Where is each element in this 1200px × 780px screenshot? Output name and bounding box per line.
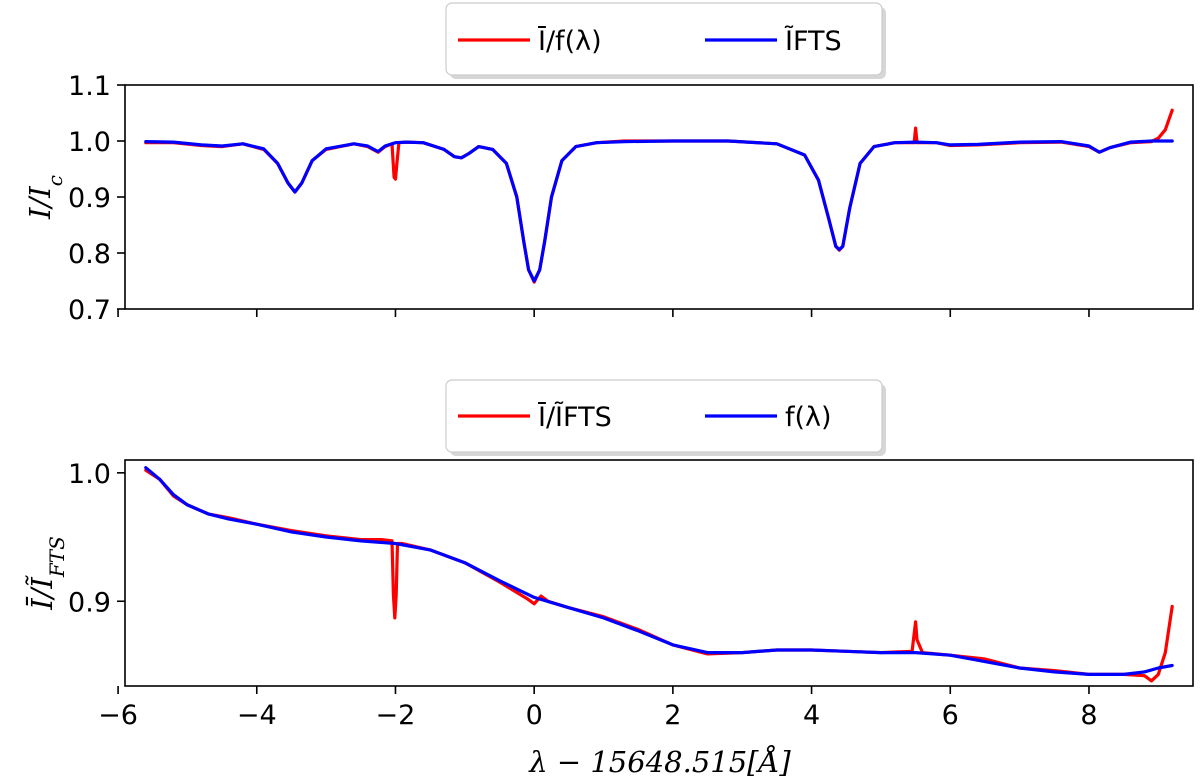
top-legend: Ī/f(λ) ĨFTS	[445, 2, 886, 79]
top-ytick-label: 0.9	[68, 183, 111, 214]
bottom-legend-box	[445, 379, 883, 453]
bottom-axis-ticks: −6 −4 −2 0 2 4 6 8 0.9 1.0	[68, 459, 1098, 731]
top-legend-label-red: Ī/f(λ)	[538, 26, 602, 57]
bottom-xtick-label: 0	[526, 700, 543, 731]
bottom-xtick-label: 6	[942, 700, 959, 731]
bottom-xtick-label: −2	[376, 700, 416, 731]
top-panel: 0.70.80.91.01.1 I/Ic	[23, 71, 1194, 326]
top-plot-area	[144, 108, 1174, 284]
bottom-plot-area	[144, 466, 1174, 683]
bottom-axes-frame	[124, 459, 1194, 687]
bottom-xtick-label: 4	[803, 700, 820, 731]
top-axis-ticks: 0.7 0.8 0.9 1.0 1.1	[68, 71, 1090, 326]
top-ytick-label: 1.0	[68, 127, 111, 158]
top-axes-frame	[124, 84, 1194, 310]
top-ytick-label: 0.7	[68, 295, 111, 326]
bottom-legend-label-blue: f(λ)	[785, 402, 832, 433]
bottom-series-blue-line	[144, 466, 1174, 677]
bottom-ytick-label: 1.0	[68, 459, 111, 490]
bottom-xtick-label: −4	[237, 700, 277, 731]
bottom-xtick-label: 2	[664, 700, 681, 731]
bottom-legend: Ī/ĨFTS f(λ)	[445, 379, 886, 456]
x-axis-label: λ − 15648.515[Å]	[528, 744, 791, 779]
bottom-xtick-label: −6	[98, 700, 138, 731]
top-legend-box	[445, 2, 883, 76]
top-series-blue-line	[144, 139, 1174, 283]
top-ytick-label: 1.1	[68, 71, 111, 102]
bottom-xtick-label: 8	[1080, 700, 1097, 731]
bottom-legend-label-red: Ī/ĨFTS	[538, 401, 612, 433]
top-legend-label-blue: ĨFTS	[784, 25, 842, 57]
top-ytick-label: 0.8	[68, 239, 111, 270]
bottom-ytick-label: 0.9	[68, 587, 111, 618]
bottom-panel: −6 −4 −2 0 2 4 6 80.91.0 Ī/ĨFTS λ − 15648.515[Å…	[24, 459, 1194, 779]
